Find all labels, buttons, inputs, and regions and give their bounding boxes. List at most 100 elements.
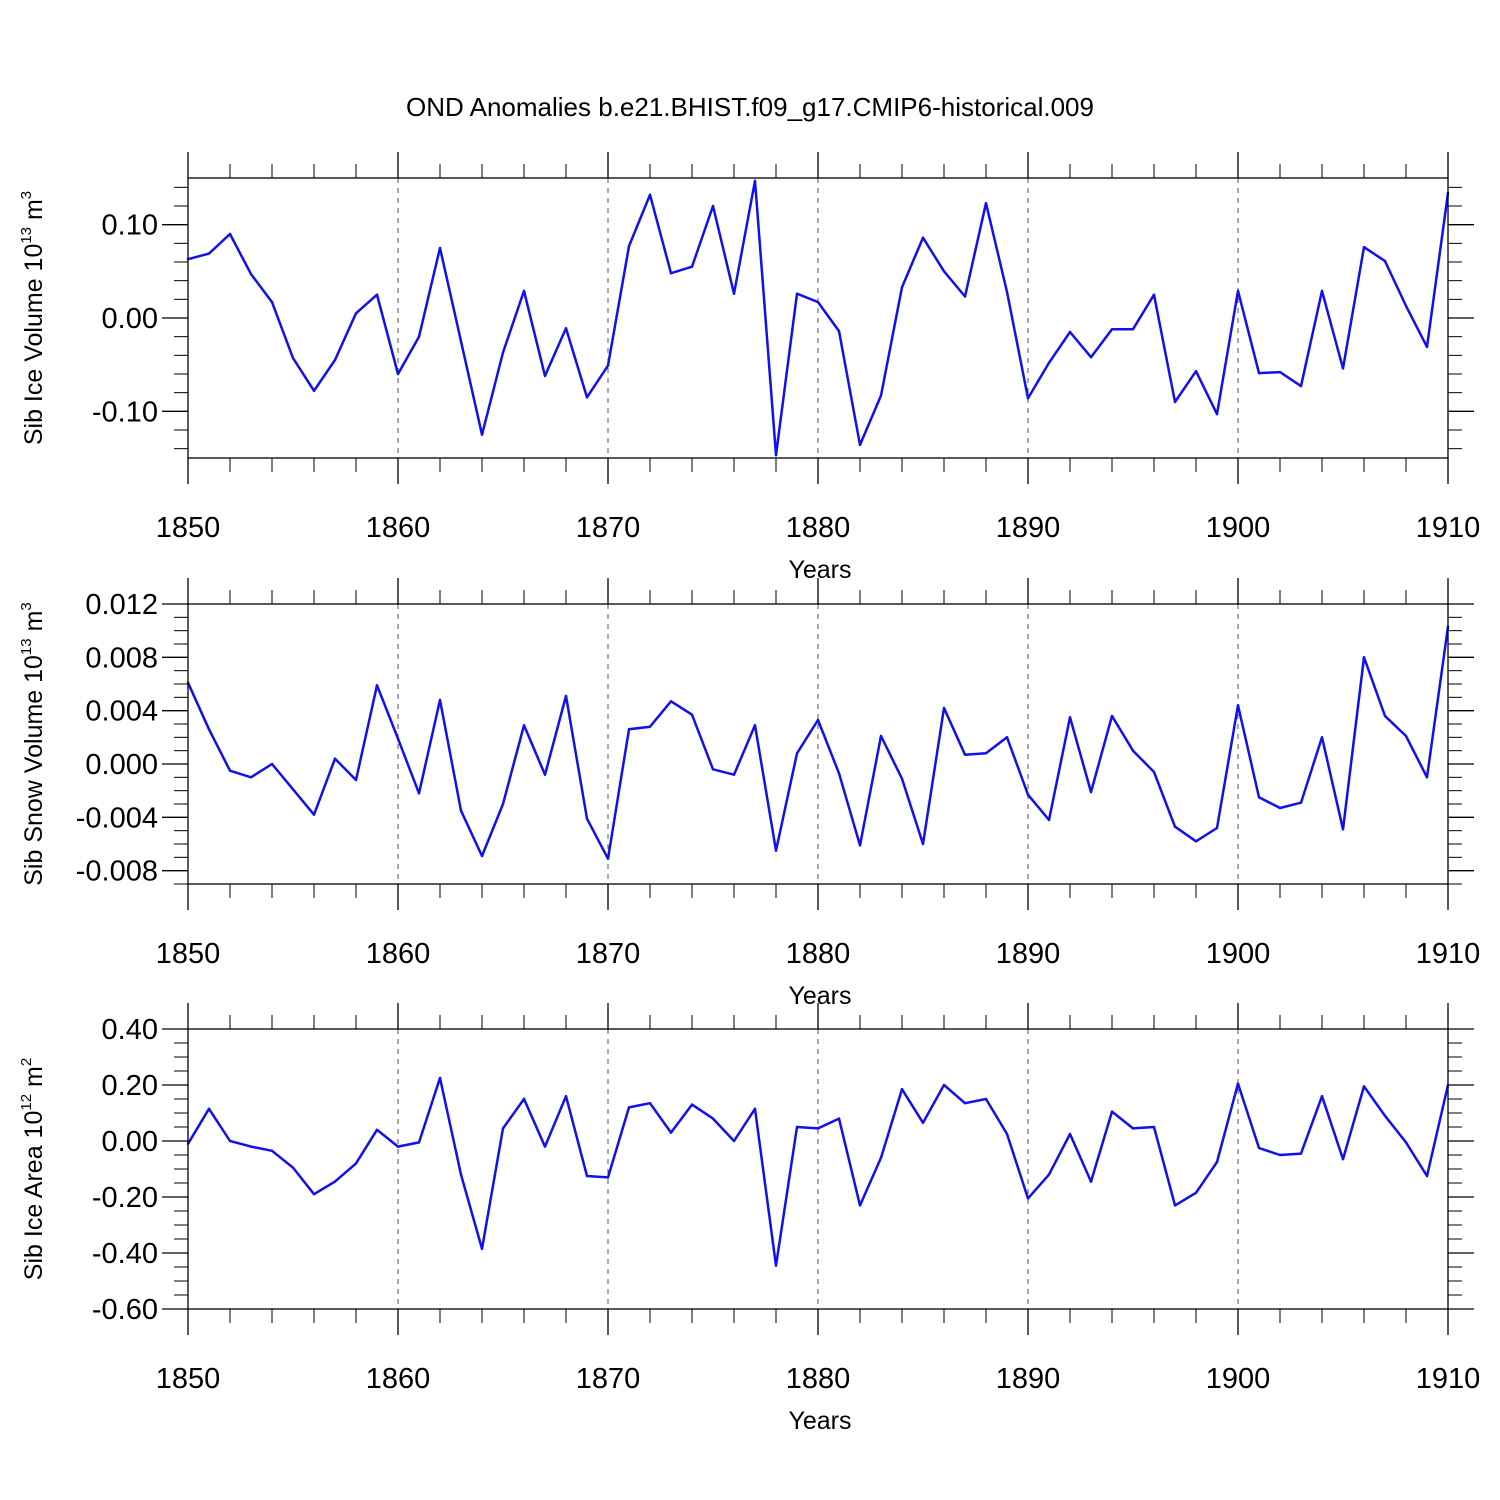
- data-point: [963, 295, 967, 298]
- data-point: [1047, 818, 1051, 822]
- panel-2: -0.008 -0.004 0.000 0.004 0.008 0.012 1850 1860…: [18, 578, 1480, 1010]
- y-tick-label: 0.10: [102, 210, 158, 242]
- data-point: [1110, 1110, 1114, 1113]
- x-tick-label: 1870: [576, 512, 641, 544]
- data-point: [375, 1128, 379, 1132]
- data-point: [1026, 1197, 1030, 1200]
- data-point: [1425, 776, 1429, 779]
- data-point: [732, 292, 736, 295]
- data-point: [396, 737, 400, 740]
- data-point: [270, 300, 274, 304]
- data-point: [606, 364, 610, 367]
- data-point: [711, 1117, 715, 1120]
- data-point: [1278, 1153, 1282, 1157]
- data-point: [1383, 1114, 1387, 1118]
- data-point: [984, 1097, 988, 1101]
- data-point: [858, 1204, 862, 1207]
- data-point: [333, 757, 337, 760]
- x-tick-label: 1910: [1416, 1363, 1481, 1395]
- data-point: [459, 340, 463, 343]
- data-point: [690, 1103, 694, 1106]
- chart-title: OND Anomalies b.e21.BHIST.f09_g17.CMIP6-…: [406, 92, 1094, 122]
- data-point: [1152, 770, 1156, 774]
- x-tick-label: 1880: [786, 512, 851, 544]
- data-point: [585, 1174, 589, 1178]
- data-point: [1026, 793, 1030, 796]
- panel-3: -0.60 -0.40 -0.20 0.00 0.20 0.40 1850 1860 1870 1…: [18, 1003, 1480, 1435]
- data-point: [648, 1102, 652, 1105]
- data-point: [354, 1162, 358, 1165]
- data-point: [564, 694, 568, 698]
- data-point: [1089, 1180, 1093, 1183]
- data-point: [522, 289, 526, 293]
- data-point: [879, 734, 883, 738]
- data-point: [585, 817, 589, 820]
- data-point: [711, 204, 715, 208]
- data-point: [438, 246, 442, 250]
- data-point: [837, 329, 841, 333]
- y-tick-label: 0.004: [85, 696, 158, 728]
- data-point: [837, 772, 841, 775]
- data-point: [1005, 736, 1009, 739]
- data-point: [879, 394, 883, 397]
- data-point: [375, 293, 379, 296]
- x-tick-label: 1860: [366, 512, 431, 544]
- data-point: [1131, 328, 1135, 331]
- data-point: [291, 356, 295, 360]
- data-point: [669, 1131, 673, 1134]
- data-point: [1404, 304, 1408, 308]
- x-axis-title: Years: [788, 1407, 851, 1435]
- data-point: [1131, 749, 1135, 752]
- data-point: [1152, 293, 1156, 296]
- data-point: [1362, 1085, 1366, 1088]
- data-point: [1257, 796, 1261, 799]
- data-point: [963, 1102, 967, 1105]
- data-point: [1026, 397, 1030, 400]
- data-point: [816, 1127, 820, 1130]
- data-point: [1299, 384, 1303, 388]
- data-point: [669, 272, 673, 275]
- y-axis-title: Sib Snow Volume 1013 m3: [18, 602, 48, 886]
- data-point: [396, 372, 400, 376]
- data-point: [1320, 1095, 1324, 1098]
- data-point: [228, 769, 232, 772]
- data-point: [1341, 367, 1345, 370]
- data-point: [1173, 1204, 1177, 1207]
- data-point: [627, 244, 631, 248]
- x-tick-label: 1860: [366, 938, 431, 970]
- data-point: [1383, 259, 1387, 263]
- data-point: [1215, 1160, 1219, 1164]
- data-point: [354, 312, 358, 315]
- data-point: [921, 842, 925, 846]
- data-point: [606, 857, 610, 860]
- data-point: [501, 802, 505, 806]
- y-axis-title: Sib Ice Volume 1013 m3: [18, 191, 48, 445]
- x-tick-label: 1890: [996, 512, 1061, 544]
- data-point: [795, 752, 799, 755]
- data-point: [1005, 1132, 1009, 1136]
- x-tick-label: 1890: [996, 938, 1061, 970]
- data-point: [585, 396, 589, 399]
- y-tick-label: -0.20: [92, 1182, 158, 1214]
- data-point: [921, 236, 925, 239]
- data-point: [942, 1083, 946, 1087]
- data-point: [1173, 400, 1177, 404]
- data-point: [942, 706, 946, 710]
- y-tick-label: -0.008: [76, 856, 158, 888]
- data-point: [501, 1127, 505, 1130]
- data-point: [459, 809, 463, 812]
- data-point: [417, 1141, 421, 1144]
- data-point: [1215, 826, 1219, 830]
- data-point: [207, 728, 211, 731]
- x-tick-label: 1900: [1206, 938, 1271, 970]
- data-point: [774, 1264, 778, 1267]
- data-point: [417, 792, 421, 795]
- data-point: [1215, 412, 1219, 416]
- x-tick-label: 1890: [996, 1363, 1061, 1395]
- data-point: [816, 300, 820, 304]
- data-point: [774, 454, 778, 457]
- data-point: [1236, 704, 1240, 707]
- plot-frame: [187, 177, 1449, 459]
- data-point: [501, 351, 505, 354]
- y-tick-label: 0.000: [85, 749, 158, 781]
